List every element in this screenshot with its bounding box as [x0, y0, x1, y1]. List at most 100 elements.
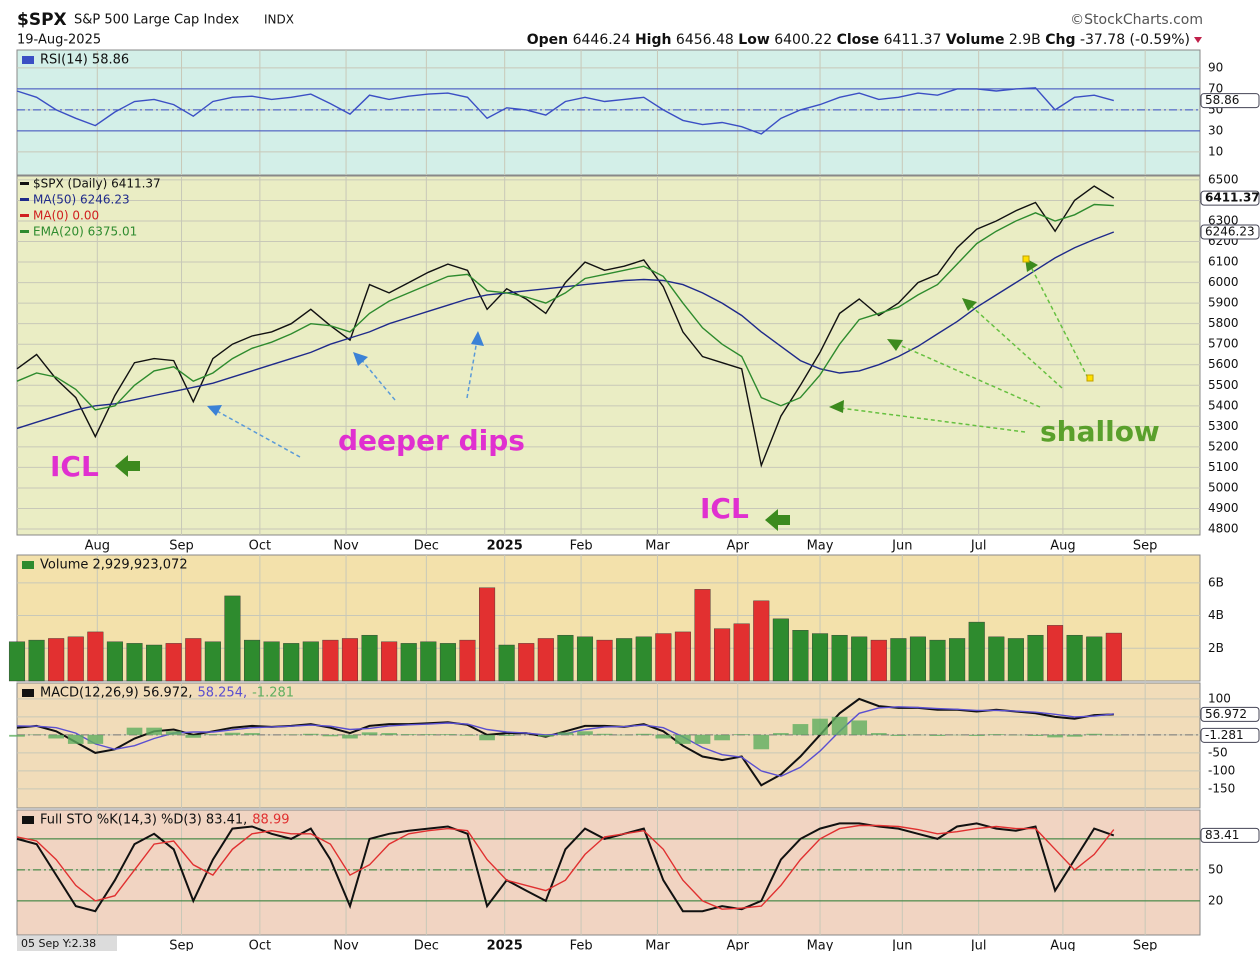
x-tick-label: Sep	[169, 539, 194, 554]
legend-swatch	[22, 56, 34, 64]
value: 2.9B	[1009, 32, 1041, 48]
bar	[420, 642, 436, 681]
bar	[244, 640, 260, 681]
bar	[577, 731, 593, 735]
footer: 05 Sep Y:2.38	[21, 937, 96, 950]
x-tick-label: 2025	[487, 939, 523, 952]
bar	[891, 638, 907, 681]
bar	[538, 735, 554, 737]
bar	[68, 637, 84, 681]
bar	[577, 637, 593, 681]
bar	[401, 734, 417, 735]
value: 6411.37	[884, 32, 942, 48]
index-name: S&P 500 Large Cap Index	[74, 13, 240, 28]
bar	[166, 643, 182, 681]
legend-label: RSI(14) 58.86	[40, 53, 129, 68]
bar	[283, 643, 299, 681]
y-tick-label: 100	[1208, 691, 1231, 705]
bar	[832, 717, 848, 735]
bar	[225, 733, 241, 735]
value-label: -1.281	[1205, 728, 1244, 742]
annotation: deeper dips	[338, 424, 525, 457]
bar	[381, 733, 397, 735]
y-tick-label: 4800	[1208, 522, 1239, 536]
value-label: 83.41	[1205, 828, 1239, 842]
x-tick-label: Oct	[249, 939, 271, 952]
bar	[949, 638, 965, 681]
bar	[440, 734, 456, 735]
bar	[225, 596, 241, 681]
bar	[773, 733, 789, 735]
bar	[107, 642, 123, 681]
bar	[264, 642, 280, 681]
bar	[558, 635, 574, 681]
bar	[753, 601, 769, 681]
annotation: ICL	[700, 492, 749, 525]
x-tick-label: Nov	[333, 939, 359, 952]
brand: ©StockCharts.com	[1070, 12, 1203, 28]
value: -37.78 (-0.59%)	[1080, 32, 1190, 48]
bar	[9, 735, 25, 737]
bar	[460, 640, 476, 681]
bar	[793, 630, 809, 681]
bar	[538, 638, 554, 681]
y-tick-label: 5100	[1208, 460, 1239, 474]
bar	[244, 733, 260, 735]
legend-swatch	[20, 230, 29, 233]
y-tick-label: 50	[1208, 862, 1223, 876]
bar	[362, 635, 378, 681]
bar	[420, 734, 436, 735]
label: Chg	[1045, 32, 1075, 48]
y-tick-label: 5400	[1208, 398, 1239, 412]
y-tick-label: -100	[1208, 763, 1235, 777]
x-tick-label: Mar	[645, 939, 670, 952]
y-tick-label: 5200	[1208, 439, 1239, 453]
bar	[597, 640, 613, 681]
legend-label: MACD(12,26,9) 56.972,	[40, 686, 192, 701]
y-tick-label: 5700	[1208, 337, 1239, 351]
x-tick-label: Jul	[970, 539, 987, 554]
x-tick-label: Sep	[1133, 939, 1158, 952]
x-tick-label: 2025	[487, 539, 523, 554]
bar	[773, 619, 789, 681]
y-tick-label: 5000	[1208, 480, 1239, 494]
value-label: 6411.37	[1205, 191, 1260, 205]
marker	[1023, 256, 1029, 262]
bar	[146, 728, 162, 735]
x-tick-label: Sep	[169, 939, 194, 952]
value: 6456.48	[676, 32, 734, 48]
bar	[930, 640, 946, 681]
bar	[1028, 735, 1044, 736]
bar	[988, 734, 1004, 735]
down-triangle	[1194, 37, 1202, 43]
label: Low	[738, 32, 770, 48]
value-label: 56.972	[1205, 707, 1247, 721]
bar	[166, 731, 182, 735]
x-tick-label: Feb	[570, 539, 593, 554]
y-tick-label: 5600	[1208, 357, 1239, 371]
bar	[1086, 637, 1102, 681]
bar	[656, 634, 672, 681]
bar	[1047, 735, 1063, 738]
quote: Open 6446.24 High 6456.48 Low 6400.22 Cl…	[527, 32, 1190, 48]
x-tick-label: Oct	[249, 539, 271, 554]
bar	[127, 643, 143, 681]
bar	[185, 638, 201, 681]
label: Open	[527, 32, 568, 48]
backgrounds	[17, 50, 1200, 935]
y-tick-label: 5300	[1208, 419, 1239, 433]
annotation: ICL	[50, 450, 99, 483]
legend-swatch	[22, 561, 34, 569]
bar	[793, 724, 809, 735]
bar	[499, 645, 515, 681]
y-tick-label: 10	[1208, 144, 1223, 158]
legend-swatch	[20, 198, 29, 201]
bar	[88, 735, 104, 744]
bar	[597, 734, 613, 735]
panel-background	[17, 176, 1200, 535]
bar	[1067, 735, 1083, 737]
x-tick-label: Dec	[414, 539, 439, 554]
x-tick-label: Apr	[727, 539, 750, 554]
bar	[362, 732, 378, 735]
